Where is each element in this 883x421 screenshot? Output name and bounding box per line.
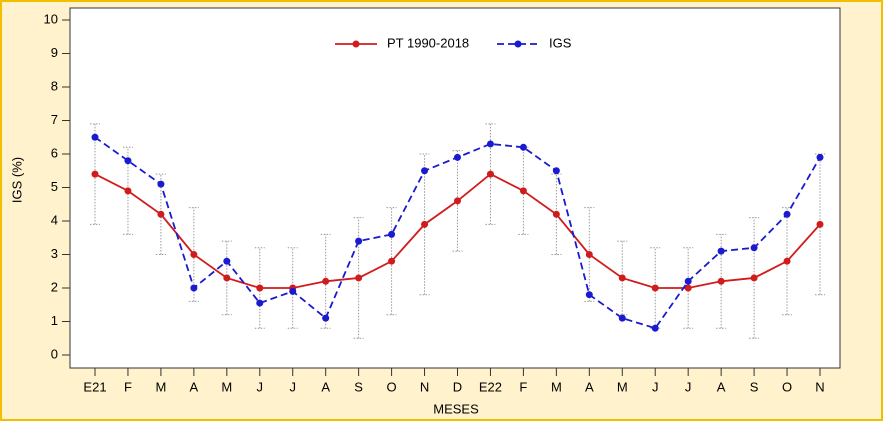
point <box>355 274 363 282</box>
point <box>618 274 626 282</box>
point <box>223 274 231 282</box>
x-tick-label: N <box>420 379 429 394</box>
point <box>421 220 429 228</box>
legend-label: IGS <box>549 35 572 50</box>
point <box>783 210 791 218</box>
point <box>519 187 527 195</box>
x-tick-label: A <box>190 379 199 394</box>
x-tick-label: J <box>257 379 264 394</box>
y-tick-label: 9 <box>51 45 58 60</box>
point <box>91 133 99 141</box>
point <box>486 170 494 178</box>
point <box>454 153 461 161</box>
point <box>750 244 758 252</box>
x-tick-label: J <box>652 379 659 394</box>
x-tick-label: M <box>551 379 562 394</box>
point <box>454 197 461 205</box>
point <box>289 287 297 295</box>
y-tick-label: 7 <box>51 112 58 127</box>
point <box>486 140 494 148</box>
x-tick-label: S <box>750 379 759 394</box>
y-tick-label: 5 <box>51 179 58 194</box>
point <box>157 210 165 218</box>
point <box>552 167 560 175</box>
y-tick-label: 3 <box>51 246 58 261</box>
point <box>124 187 132 195</box>
point <box>783 257 791 265</box>
y-tick-label: 0 <box>51 346 58 361</box>
x-tick-label: J <box>289 379 296 394</box>
point <box>684 284 692 292</box>
y-tick-label: 2 <box>51 279 58 294</box>
x-tick-label: E21 <box>83 379 106 394</box>
x-tick-label: E22 <box>479 379 502 394</box>
point <box>91 170 99 178</box>
point <box>388 230 396 238</box>
x-tick-label: N <box>815 379 824 394</box>
point <box>157 180 165 188</box>
point <box>651 324 659 332</box>
x-tick-label: F <box>519 379 527 394</box>
x-tick-label: S <box>354 379 363 394</box>
point <box>651 284 659 292</box>
point <box>322 277 330 285</box>
x-tick-label: A <box>321 379 330 394</box>
x-tick-label: O <box>387 379 397 394</box>
x-tick-label: J <box>685 379 692 394</box>
point <box>816 220 824 228</box>
legend-label: PT 1990-2018 <box>387 35 469 50</box>
x-axis-label: MESES <box>433 401 479 416</box>
point <box>816 153 824 161</box>
x-tick-label: A <box>585 379 594 394</box>
x-tick-label: M <box>155 379 166 394</box>
x-tick-label: A <box>717 379 726 394</box>
point <box>388 257 396 265</box>
legend-marker <box>352 40 360 48</box>
point <box>190 251 198 258</box>
point <box>717 277 725 285</box>
plot-area <box>69 7 841 369</box>
point <box>322 314 330 322</box>
y-axis-label: IGS (%) <box>9 157 24 203</box>
y-tick-label: 4 <box>51 212 58 227</box>
legend-marker <box>514 40 522 48</box>
point <box>519 143 527 151</box>
point <box>124 157 132 165</box>
y-tick-label: 1 <box>51 313 58 328</box>
point <box>355 237 363 245</box>
point <box>585 291 593 299</box>
point <box>552 210 560 218</box>
x-tick-label: M <box>617 379 628 394</box>
point <box>190 284 198 292</box>
point <box>717 247 725 255</box>
point <box>585 251 593 258</box>
point <box>256 284 264 292</box>
x-tick-label: F <box>124 379 132 394</box>
point <box>256 299 264 307</box>
point <box>223 257 231 265</box>
point <box>618 314 626 322</box>
point <box>684 277 692 285</box>
x-tick-label: M <box>221 379 232 394</box>
y-tick-label: 6 <box>51 145 58 160</box>
point <box>750 274 758 282</box>
y-tick-label: 10 <box>44 11 58 26</box>
point <box>421 167 429 175</box>
y-tick-label: 8 <box>51 78 58 93</box>
x-tick-label: D <box>453 379 462 394</box>
x-tick-label: O <box>782 379 792 394</box>
